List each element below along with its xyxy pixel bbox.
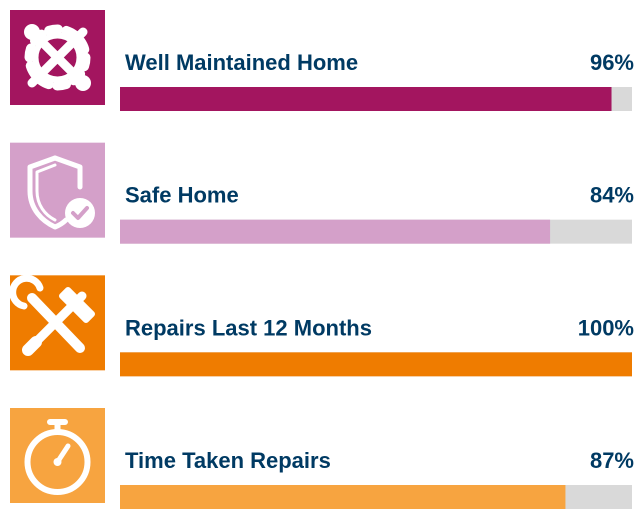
bar: [120, 485, 566, 509]
bar: [120, 219, 551, 244]
icon-stopwatch: [24, 419, 91, 495]
bar: [120, 87, 612, 111]
bar: [120, 352, 632, 377]
icon-tools: [9, 274, 95, 356]
item-label: Safe Home: [125, 183, 239, 208]
icon-shield: [27, 155, 95, 230]
value-label: 87%: [590, 448, 634, 473]
item-label: Repairs Last 12 Months: [125, 315, 372, 340]
icons: [9, 24, 95, 495]
value-label: 84%: [590, 183, 634, 208]
value-label: 96%: [590, 50, 634, 75]
icon-gear: [24, 24, 91, 91]
value-label: 100%: [578, 315, 634, 340]
item-label: Well Maintained Home: [125, 50, 358, 75]
item-label: Time Taken Repairs: [125, 448, 331, 473]
